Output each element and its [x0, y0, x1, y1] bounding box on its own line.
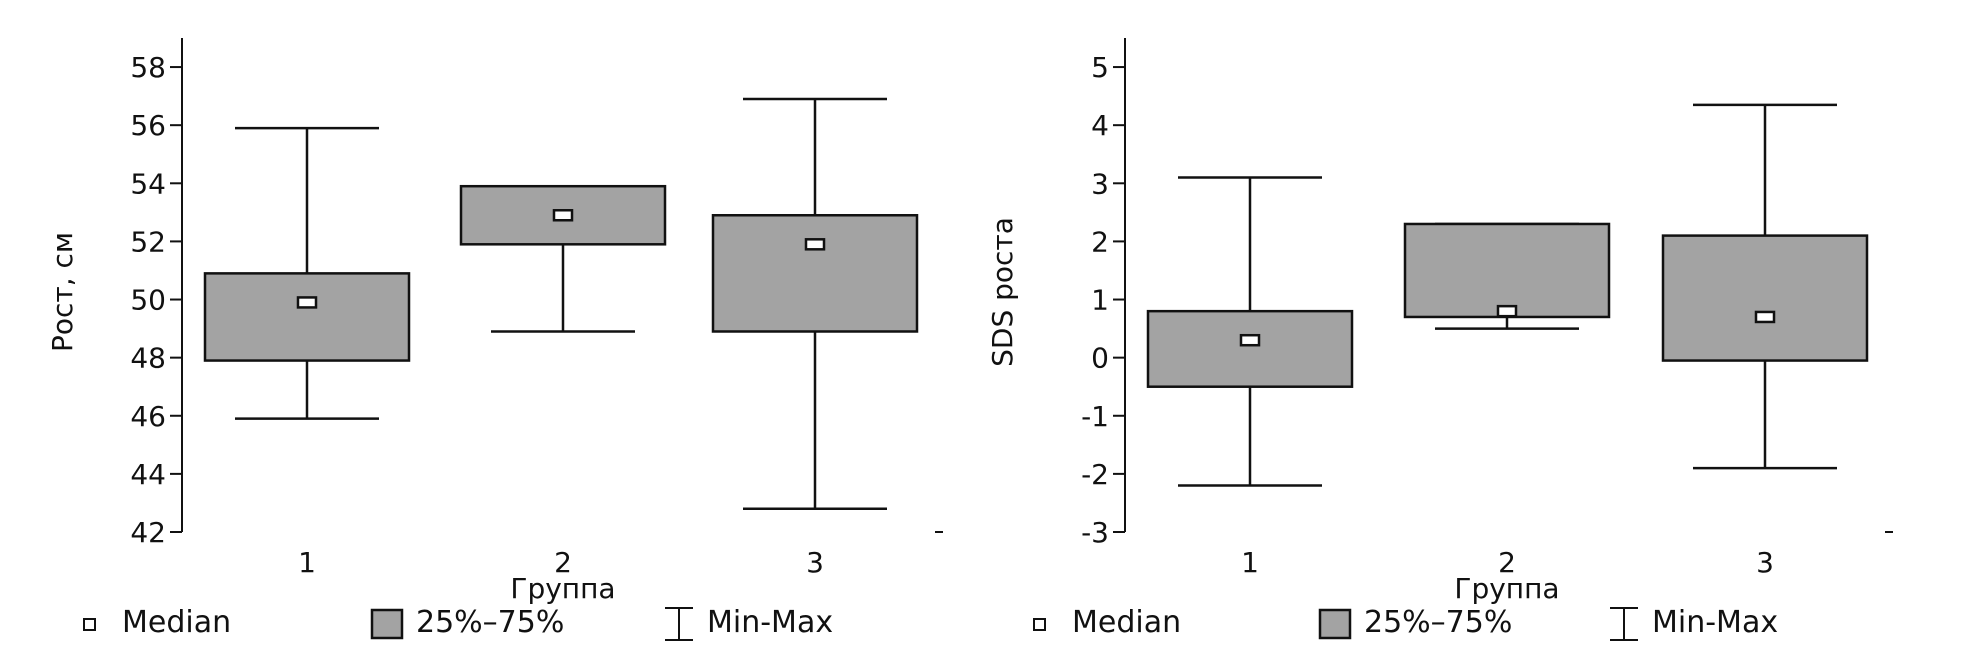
- sds-x-axis-title: Группа: [1454, 572, 1559, 605]
- sds-box-group-2: [1403, 222, 1611, 330]
- legend-median-icon: [1033, 618, 1046, 631]
- legend-box-icon: [1318, 608, 1352, 640]
- legend-whisker-label: Min-Max: [1652, 605, 1778, 640]
- legend-whisker-icon: [665, 607, 693, 641]
- sds-y-tick-label: 5: [1091, 51, 1109, 84]
- sds-y-tick-label: 3: [1091, 167, 1109, 200]
- sds-y-tick-label: -1: [1081, 400, 1109, 433]
- sds-y-tick-label: 2: [1091, 225, 1109, 258]
- height-x-tick-label: 3: [806, 546, 824, 579]
- sds-y-tick-label: -2: [1081, 458, 1109, 491]
- sds-plot-area: -3 -2 -1 0 1 2 3 4 5 1 2 3: [1081, 38, 1893, 579]
- height-y-tick-label: 56: [130, 109, 166, 142]
- sds-y-tick-label: 0: [1091, 342, 1109, 375]
- height-legend: Median 25%–75% Min-Max: [83, 605, 833, 641]
- sds-y-tick-label: 4: [1091, 109, 1109, 142]
- height-x-tick-label: 1: [298, 546, 316, 579]
- sds-legend: Median 25%–75% Min-Max: [1033, 605, 1778, 641]
- sds-y-axis-title: SDS роста: [986, 217, 1019, 367]
- median-marker: [1239, 333, 1261, 347]
- iqr-box: [203, 272, 411, 362]
- median-marker: [804, 238, 826, 251]
- height-boxplot-panel: 42 44 46 48 50 52 54 56 58 1 2 3 Рост, см Группа Me…: [46, 38, 943, 641]
- height-y-tick-label: 52: [130, 225, 166, 258]
- iqr-box: [711, 214, 919, 333]
- legend-median-icon: [83, 618, 96, 631]
- iqr-box: [1403, 222, 1611, 319]
- height-box-group-2: [459, 184, 667, 333]
- legend-median-label: Median: [122, 605, 231, 640]
- height-y-tick-label: 58: [130, 51, 166, 84]
- median-marker: [1496, 304, 1518, 318]
- height-x-tick-label: 2: [554, 546, 572, 579]
- sds-y-tick-label: -3: [1081, 516, 1109, 549]
- legend-box-label: 25%–75%: [1364, 605, 1512, 640]
- iqr-box: [1146, 309, 1354, 388]
- iqr-box: [1661, 234, 1869, 362]
- height-box-group-1: [203, 126, 411, 420]
- median-marker: [1754, 310, 1776, 324]
- legend-box-icon: [370, 608, 404, 640]
- sds-x-tick-label: 3: [1756, 546, 1774, 579]
- height-y-tick-label: 42: [130, 516, 166, 549]
- legend-whisker-label: Min-Max: [707, 605, 833, 640]
- sds-x-tick-label: 1: [1241, 546, 1259, 579]
- median-marker: [296, 296, 318, 309]
- height-y-tick-label: 50: [130, 284, 166, 317]
- height-y-axis-title: Рост, см: [46, 232, 79, 352]
- sds-x-tick-label: 2: [1498, 546, 1516, 579]
- sds-y-tick-label: 1: [1091, 284, 1109, 317]
- sds-box-group-1: [1146, 176, 1354, 487]
- sds-box-group-3: [1661, 103, 1869, 470]
- height-x-axis-title: Группа: [510, 572, 615, 605]
- height-y-tick-label: 48: [130, 342, 166, 375]
- height-y-tick-label: 54: [130, 167, 166, 200]
- height-y-tick-label: 44: [130, 458, 166, 491]
- legend-whisker-icon: [1610, 607, 1638, 641]
- legend-box-label: 25%–75%: [416, 605, 564, 640]
- height-box-group-3: [711, 97, 919, 511]
- sds-boxplot-panel: -3 -2 -1 0 1 2 3 4 5 1 2 3 SDS роста Группа Median 2…: [986, 38, 1893, 641]
- height-plot-area: 42 44 46 48 50 52 54 56 58 1 2 3: [130, 38, 943, 579]
- legend-median-label: Median: [1072, 605, 1181, 640]
- median-marker: [552, 209, 574, 222]
- height-y-tick-label: 46: [130, 400, 166, 433]
